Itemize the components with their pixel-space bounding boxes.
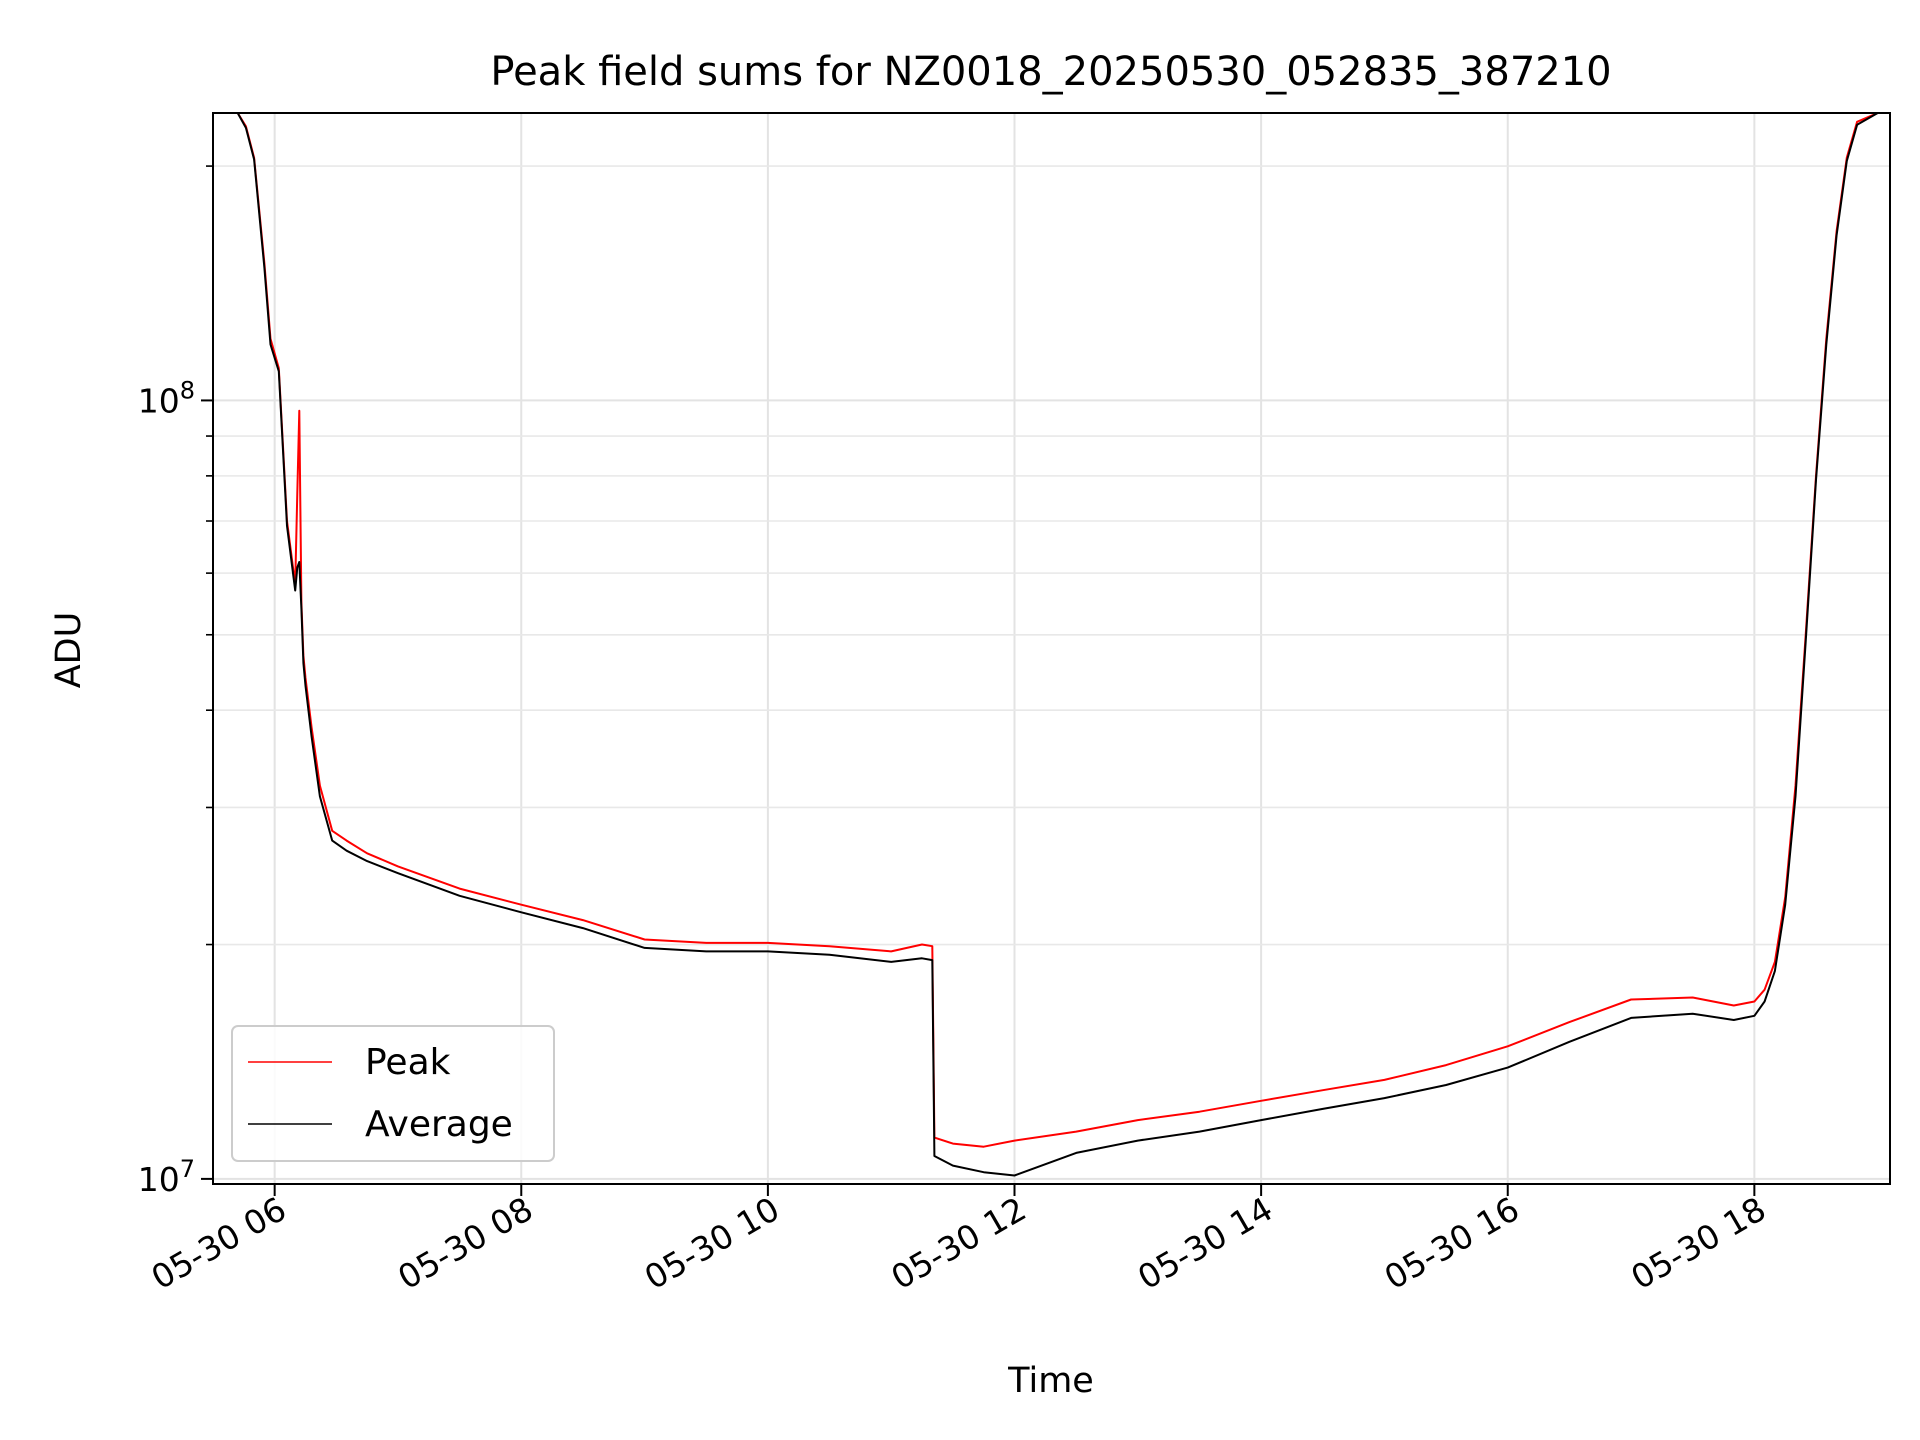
x-tick-label: 05-30 12 bbox=[885, 1189, 1033, 1297]
x-tick-label: 05-30 08 bbox=[391, 1189, 539, 1297]
x-tick-label: 05-30 10 bbox=[638, 1189, 786, 1297]
x-tick-label: 05-30 18 bbox=[1624, 1189, 1772, 1297]
plot-frame bbox=[212, 112, 1891, 1185]
x-axis-ticks: 05-30 06 05-30 08 05-30 10 05-30 12 05-30 14… bbox=[145, 1184, 1772, 1297]
series-lines bbox=[236, 113, 1890, 1177]
series-line-peak bbox=[236, 113, 1890, 1148]
series-line-average bbox=[236, 113, 1890, 1177]
chart-title: Peak field sums for NZ0018_20250530_0528… bbox=[490, 49, 1611, 95]
y-axis-ticks: 107 108 bbox=[138, 165, 213, 1199]
grid bbox=[213, 113, 1890, 1184]
x-axis-label: Time bbox=[1007, 1361, 1094, 1401]
y-axis-label: ADU bbox=[49, 612, 89, 689]
legend-average-label: Average bbox=[365, 1104, 513, 1145]
x-tick-label: 05-30 16 bbox=[1378, 1189, 1526, 1297]
x-tick-label: 05-30 14 bbox=[1131, 1189, 1279, 1297]
legend-peak-label: Peak bbox=[365, 1042, 451, 1083]
y-tick-label: 107 bbox=[138, 1155, 195, 1199]
y-tick-label: 108 bbox=[138, 376, 195, 420]
legend-box bbox=[231, 1025, 555, 1162]
x-tick-label: 05-30 06 bbox=[145, 1189, 293, 1297]
legend: Peak Average bbox=[231, 1025, 555, 1162]
